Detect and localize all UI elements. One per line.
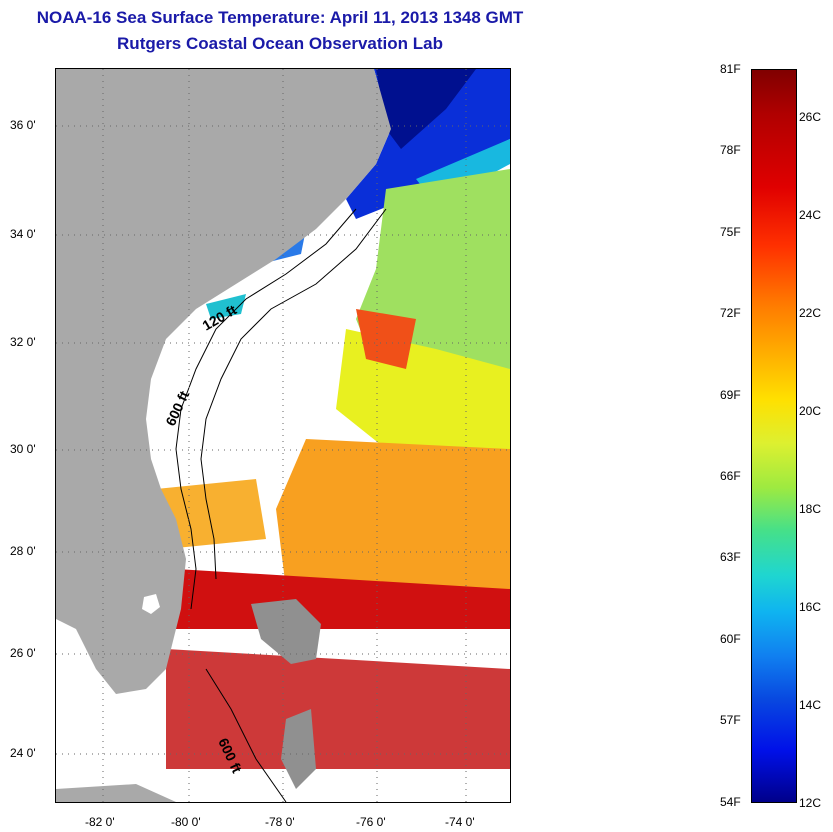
colorbar-f-label: 57F bbox=[720, 713, 741, 727]
colorbar-c-label: 16C bbox=[799, 600, 822, 614]
colorbar-f-label: 72F bbox=[720, 306, 741, 320]
land-mass bbox=[56, 69, 391, 694]
colorbar-c-label: 12C bbox=[799, 796, 822, 810]
colorbar-f-label: 81F bbox=[720, 62, 741, 76]
colorbar-f-label: 69F bbox=[720, 388, 741, 402]
scattered-orange bbox=[156, 479, 266, 549]
lat-tick-label: 34 0' bbox=[10, 227, 36, 241]
colorbar-f-label: 63F bbox=[720, 550, 741, 564]
lat-tick-label: 24 0' bbox=[10, 746, 36, 760]
sst-field bbox=[156, 69, 510, 769]
lon-tick-label: -74 0' bbox=[445, 815, 475, 829]
colorbar-f-label: 75F bbox=[720, 225, 741, 239]
florida-keys-land bbox=[56, 784, 176, 802]
colorbar-c-label: 20C bbox=[799, 404, 822, 418]
colorbar-f-label: 78F bbox=[720, 143, 741, 157]
lat-tick-label: 30 0' bbox=[10, 442, 36, 456]
bahamas-bank bbox=[251, 599, 321, 664]
contour-600ft bbox=[200, 208, 387, 580]
colorbar-f-label: 60F bbox=[720, 632, 741, 646]
map-title: NOAA-16 Sea Surface Temperature: April 1… bbox=[36, 8, 524, 27]
sst-map: 120 ft 600 ft 600 ft bbox=[55, 68, 511, 803]
lat-tick-label: 26 0' bbox=[10, 646, 36, 660]
colorbar-f-label: 66F bbox=[720, 469, 741, 483]
colorbar-c-label: 26C bbox=[799, 110, 822, 124]
lon-tick-label: -80 0' bbox=[171, 815, 201, 829]
colorbar-f-label: 54F bbox=[720, 795, 741, 809]
andros-island bbox=[281, 709, 316, 789]
colorbar-c-label: 24C bbox=[799, 208, 822, 222]
cool-patch-sc bbox=[206, 294, 246, 319]
warm-red-plume bbox=[356, 309, 416, 369]
contour-600ft-south bbox=[205, 668, 287, 802]
cold-shelf-core bbox=[376, 69, 476, 149]
map-subtitle: Rutgers Coastal Ocean Observation Lab bbox=[117, 34, 443, 53]
tropical-red-south bbox=[166, 649, 510, 769]
contour-label-600ft: 600 ft bbox=[162, 388, 192, 428]
contour-120ft bbox=[175, 208, 357, 610]
lake-okeechobee bbox=[142, 594, 160, 614]
lon-tick-label: -82 0' bbox=[85, 815, 115, 829]
lat-tick-label: 36 0' bbox=[10, 118, 36, 132]
lat-tick-label: 32 0' bbox=[10, 335, 36, 349]
colorbar-c-label: 14C bbox=[799, 698, 822, 712]
sst-map-svg: 120 ft 600 ft 600 ft bbox=[56, 69, 510, 802]
colorbar-c-label: 22C bbox=[799, 306, 822, 320]
lat-tick-label: 28 0' bbox=[10, 544, 36, 558]
warm-orange-field bbox=[276, 439, 510, 589]
temperature-colorbar bbox=[751, 69, 797, 803]
lon-tick-label: -78 0' bbox=[265, 815, 295, 829]
colorbar-c-label: 18C bbox=[799, 502, 822, 516]
graticule bbox=[56, 69, 510, 802]
lon-tick-label: -76 0' bbox=[356, 815, 386, 829]
